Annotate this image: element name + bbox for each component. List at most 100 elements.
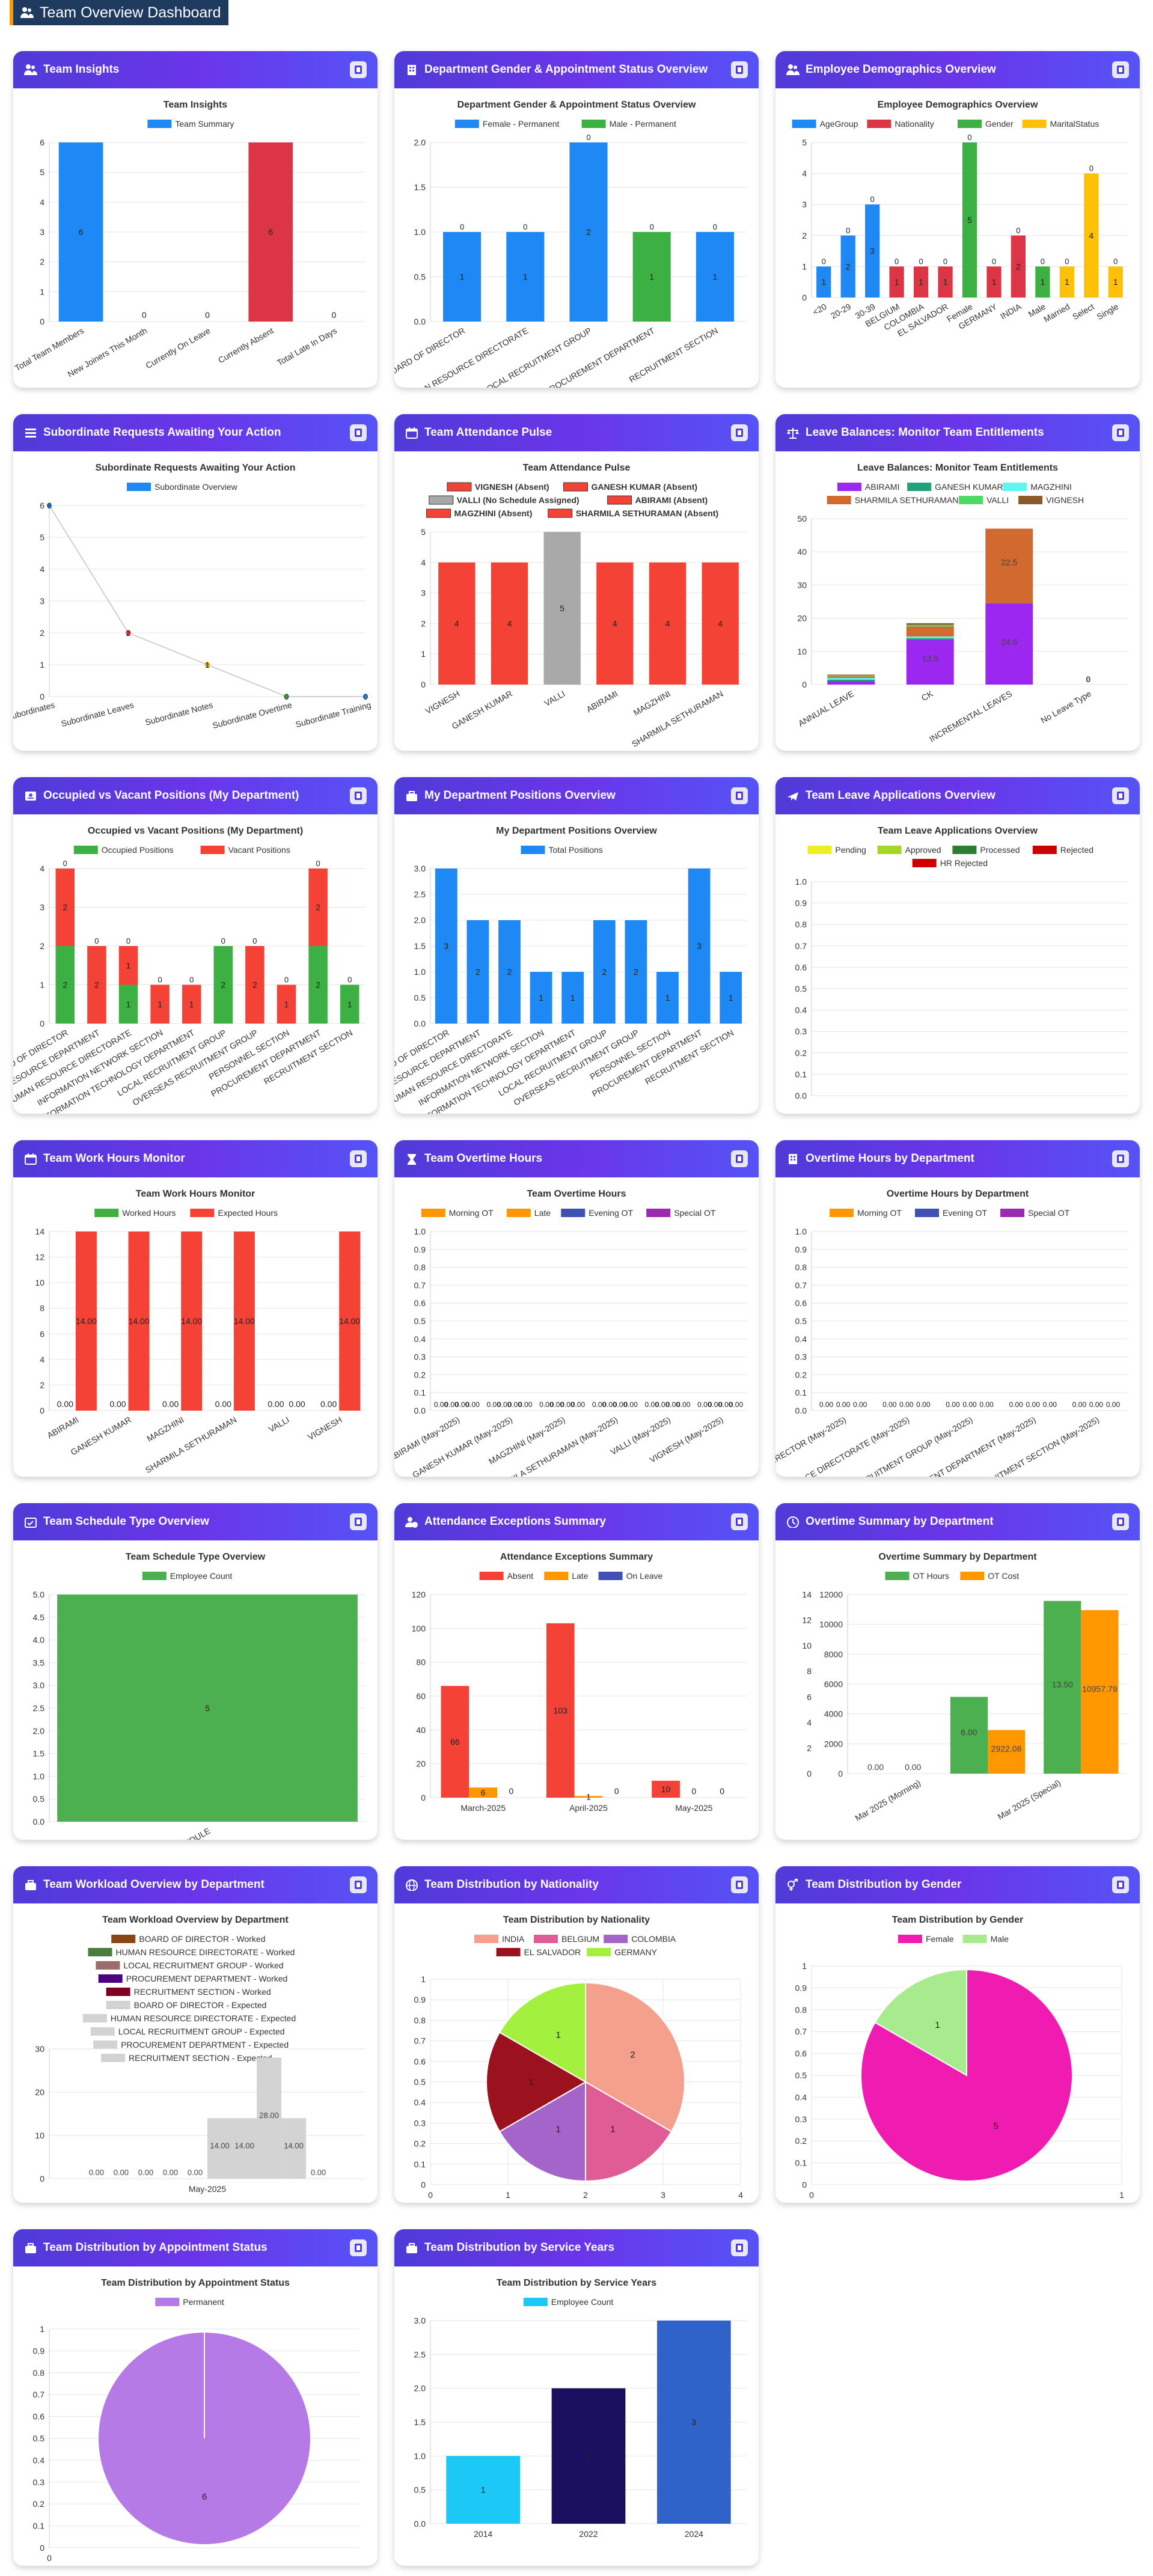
bar-value-label: 0.00 [114,2168,129,2177]
chart-title: Subordinate Requests Awaiting Your Actio… [95,463,295,473]
pin-icon[interactable] [350,61,367,78]
bar [889,266,904,298]
y-tick-label: 0.7 [33,2390,45,2399]
chart-title: Overtime Hours by Department [887,1189,1029,1199]
y-tick-label: 0.0 [414,1406,426,1415]
legend-swatch [962,1935,987,1943]
pin-icon[interactable] [1112,1876,1129,1893]
bar-value-label: 4 [613,618,617,628]
y-tick-label: 1 [421,649,426,659]
x-tick-label: REGULAR SCHEDULE [130,1826,212,1840]
y-tick-label: 0.8 [795,1263,807,1272]
bar-value-label: 1 [1065,277,1069,287]
bar-value-label: 14.00 [234,1316,255,1326]
pin-icon[interactable] [1112,1150,1129,1167]
y-tick-label: 0.9 [795,1983,807,1992]
y-tick-label: 1.0 [414,2451,426,2461]
pin-icon[interactable] [731,2239,748,2256]
pin-icon[interactable] [350,424,367,441]
x-tick-label: GANESH KUMAR (May-2025) [411,1415,514,1477]
legend-label: VALLI (No Schedule Assigned) [457,495,580,505]
bar [543,532,581,685]
bar-top-label: 0 [316,859,320,868]
bar-value-label: 0.00 [109,1399,126,1409]
y-tick-label: 1 [40,287,44,296]
card-header: Team Overtime Hours [394,1140,759,1177]
bar-value-label: 2 [1016,261,1021,271]
y-tick-label: 60 [416,1691,426,1701]
pin-icon[interactable] [731,1513,748,1530]
y-tick-label: 1 [40,660,44,670]
bar-value-label: 0.00 [613,1400,628,1409]
legend-swatch [111,1935,136,1943]
pin-icon[interactable] [731,787,748,804]
y-tick-label: 12 [35,1253,44,1262]
legend-label: EL SALVADOR [524,1947,581,1957]
bar [441,1686,469,1798]
bar [466,920,489,1024]
y-tick-label: 0.4 [414,2098,426,2107]
pin-icon[interactable] [350,787,367,804]
legend-label: VIGNESH (Absent) [475,482,549,492]
y-tick-label: 1 [802,261,807,271]
card-dept-gender: Department Gender & Appointment Status O… [394,51,759,388]
bar-value-label: 4 [718,618,723,628]
bar-value-label: 0.00 [465,1400,480,1409]
card-header: Team Insights [13,51,378,88]
bar [988,1730,1026,1774]
bar [827,679,875,682]
y-tick-label: 4000 [824,1709,843,1719]
bar-value-label: 0.00 [1026,1400,1041,1409]
pin-icon[interactable] [731,1876,748,1893]
y-tick-label: 0.1 [33,2521,45,2531]
legend-label: Absent [507,1571,534,1581]
card-header: Team Distribution by Gender [775,1866,1140,1903]
bar-value-label: 1 [1113,277,1118,287]
pin-icon[interactable] [1112,61,1129,78]
building-icon [786,1152,800,1165]
dashboard-title-bar: Team Overview Dashboard [10,0,228,25]
y-tick-label: 4 [421,558,426,567]
bar [906,636,954,638]
bar [438,562,476,685]
pin-icon[interactable] [1112,1513,1129,1530]
y-tick-label: 0.6 [33,2412,45,2422]
chart-ot-by-dept: Overtime Hours by Department Morning OT Ev… [775,1189,1128,1477]
pin-icon[interactable] [731,1150,748,1167]
bar-value-label: 0.00 [508,1400,522,1409]
pin-icon[interactable] [350,1150,367,1167]
y-tick-label: 0.2 [414,2139,426,2149]
pin-icon[interactable] [350,1513,367,1530]
legend-label: VALLI [986,495,1009,505]
pin-icon[interactable] [1112,424,1129,441]
card-ot-summary: Overtime Summary by Department Overtime S… [775,1503,1140,1840]
pin-icon[interactable] [350,1876,367,1893]
bar-value-label: 0.00 [867,1762,884,1772]
x-tick-label: INCREMENTAL LEAVES [928,689,1014,744]
legend-label: Late [572,1571,588,1581]
bar [827,681,875,685]
chart-title: My Department Positions Overview [496,826,657,836]
y-tick-label: 0.2 [795,1370,807,1379]
users-icon [786,63,800,76]
bar [277,984,296,1024]
pin-icon[interactable] [1112,787,1129,804]
bar-top-label: 0 [252,936,257,945]
legend-label: Rejected [1060,845,1093,855]
y-tick-label: 0.7 [795,1280,807,1290]
pin-icon[interactable] [731,61,748,78]
bar-value-label: 0.00 [899,1400,914,1409]
y-tick-label: 0.2 [33,2499,45,2509]
y-tick-label: 2.0 [33,1726,45,1736]
chart-gender: Team Distribution by Gender Female Male 0 0.… [795,1915,1125,2200]
pin-icon[interactable] [350,2239,367,2256]
y-tick-label: 0 [421,680,426,689]
x-tick-label: Mar 2025 (Morning) [854,1778,922,1823]
x-tick-label: 0 [47,2553,52,2563]
y-tick-label: 0.8 [33,2368,45,2378]
legend-label: Team Summary [175,119,234,129]
bar [913,266,929,298]
bar-value-label: 1 [126,1000,131,1009]
pin-icon[interactable] [731,424,748,441]
legend-swatch [867,120,892,128]
